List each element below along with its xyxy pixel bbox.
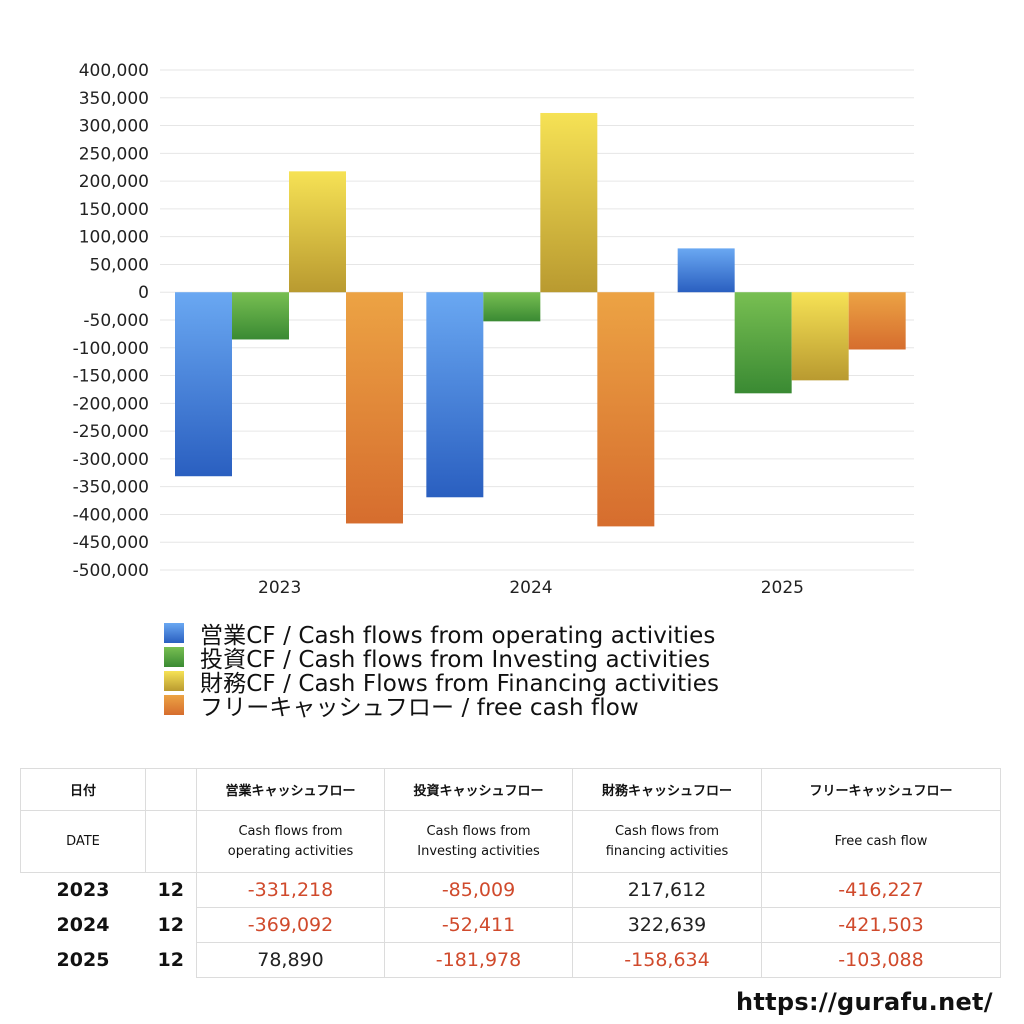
- row-month: 12: [157, 949, 184, 971]
- y-tick-label: -200,000: [73, 394, 149, 414]
- bar-free-2025: [848, 292, 906, 350]
- cash-flow-chart: 400,000 350,000 300,000 250,000 200,000 150,0…: [73, 61, 914, 598]
- cash-flow-table: 日付 営業キャッシュフロー 投資キャッシュフロー 財務キャッシュフロー フリーキ…: [20, 768, 1001, 978]
- bar-free-2023: [346, 292, 403, 524]
- bar-financing-2025: [791, 292, 849, 381]
- header-fin-en: Cash flows from financing activities: [572, 810, 762, 873]
- row-op: -369,092: [196, 907, 385, 943]
- row-year: 2024: [56, 914, 110, 936]
- header-inv-line2: Investing activities: [417, 843, 540, 859]
- legend-label-operating: 営業CF / Cash flows from operating activit…: [200, 623, 716, 649]
- x-category-label: 2023: [258, 578, 301, 598]
- table-header-en: DATE Cash flows from operating activities…: [20, 810, 1001, 873]
- bar-investing-2024: [483, 292, 541, 322]
- table-header-jp: 日付 営業キャッシュフロー 投資キャッシュフロー 財務キャッシュフロー フリーキ…: [20, 768, 1001, 811]
- y-tick-label: 50,000: [90, 255, 149, 275]
- row-free: -421,503: [761, 907, 1001, 943]
- y-tick-label: 350,000: [79, 89, 149, 109]
- header-fin-line2: financing activities: [605, 843, 729, 859]
- row-fin: 322,639: [572, 907, 762, 943]
- y-tick-label: 100,000: [79, 228, 149, 248]
- table-row: 2023 12 -331,218 -85,009 217,612 -416,22…: [21, 872, 1001, 908]
- header-date-en: DATE: [20, 810, 146, 873]
- header-op-en: Cash flows from operating activities: [196, 810, 385, 873]
- row-month: 12: [157, 879, 184, 902]
- y-tick-label: -450,000: [73, 533, 149, 553]
- x-category-label: 2025: [761, 578, 804, 598]
- legend-item-financing: 財務CF / Cash Flows from Financing activit…: [164, 669, 719, 697]
- y-tick-label: 300,000: [79, 117, 149, 137]
- x-category-label: 2024: [509, 578, 552, 598]
- y-tick-label: -500,000: [73, 561, 149, 581]
- header-blank: [145, 768, 197, 811]
- legend-label-financing: 財務CF / Cash Flows from Financing activit…: [200, 671, 720, 697]
- row-inv: -85,009: [384, 872, 573, 908]
- row-inv: -181,978: [384, 942, 573, 978]
- chart-legend: 営業CF / Cash flows from operating activit…: [164, 621, 719, 721]
- table-row: 2025 12 78,890 -181,978 -158,634 -103,08…: [21, 942, 1001, 978]
- legend-label-free: フリーキャッシュフロー / free cash flow: [200, 695, 639, 721]
- row-op: 78,890: [196, 942, 385, 978]
- bar-operating-2025: [677, 248, 735, 293]
- bar-financing-2024: [540, 112, 598, 293]
- header-inv-en: Cash flows from Investing activities: [384, 810, 573, 873]
- header-free-en: Free cash flow: [761, 810, 1001, 873]
- row-inv: -52,411: [384, 907, 573, 943]
- header-op-line1: Cash flows from: [238, 823, 343, 839]
- header-inv-jp: 投資キャッシュフロー: [384, 768, 573, 811]
- row-fin: 217,612: [572, 872, 762, 908]
- row-fin: -158,634: [572, 942, 762, 978]
- legend-swatch-operating: [164, 623, 184, 643]
- y-tick-label: -100,000: [73, 339, 149, 359]
- header-inv-line1: Cash flows from: [426, 823, 531, 839]
- y-tick-label: 0: [138, 283, 149, 303]
- legend-label-investing: 投資CF / Cash flows from Investing activit…: [200, 647, 711, 673]
- bar-operating-2023: [175, 292, 232, 477]
- y-tick-label: -350,000: [73, 478, 149, 498]
- y-tick-label: 200,000: [79, 172, 149, 192]
- header-date-jp: 日付: [20, 768, 146, 811]
- header-op-jp: 営業キャッシュフロー: [196, 768, 385, 811]
- y-tick-label: -300,000: [73, 450, 149, 470]
- table-row: 2024 12 -369,092 -52,411 322,639 -421,50…: [21, 907, 1001, 943]
- legend-item-operating: 営業CF / Cash flows from operating activit…: [164, 621, 719, 649]
- y-tick-label: -150,000: [73, 367, 149, 387]
- row-free: -416,227: [761, 872, 1001, 908]
- row-year: 2025: [56, 949, 110, 971]
- y-tick-label: 250,000: [79, 144, 149, 164]
- y-tick-label: -50,000: [83, 311, 149, 331]
- bar-financing-2023: [289, 171, 346, 293]
- legend-swatch-free: [164, 695, 184, 715]
- y-tick-label: 150,000: [79, 200, 149, 220]
- header-op-line2: operating activities: [227, 843, 354, 859]
- legend-swatch-investing: [164, 647, 184, 667]
- legend-item-investing: 投資CF / Cash flows from Investing activit…: [164, 645, 719, 673]
- row-op: -331,218: [196, 872, 385, 908]
- row-year: 2023: [56, 879, 110, 902]
- header-fin-jp: 財務キャッシュフロー: [572, 768, 762, 811]
- legend-item-free: フリーキャッシュフロー / free cash flow: [164, 693, 719, 721]
- legend-swatch-financing: [164, 671, 184, 691]
- y-tick-label: -400,000: [73, 505, 149, 525]
- bar-investing-2023: [232, 292, 289, 340]
- bar-operating-2024: [426, 292, 484, 498]
- header-free-jp: フリーキャッシュフロー: [761, 768, 1001, 811]
- row-free: -103,088: [761, 942, 1001, 978]
- bar-free-2024: [597, 292, 655, 527]
- bar-investing-2025: [734, 292, 792, 394]
- header-fin-line1: Cash flows from: [614, 823, 720, 839]
- row-month: 12: [157, 914, 184, 936]
- y-tick-label: 400,000: [79, 61, 149, 81]
- header-blank-en: [145, 810, 197, 873]
- y-tick-label: -250,000: [73, 422, 149, 442]
- site-url[interactable]: https://gurafu.net/: [736, 988, 993, 1016]
